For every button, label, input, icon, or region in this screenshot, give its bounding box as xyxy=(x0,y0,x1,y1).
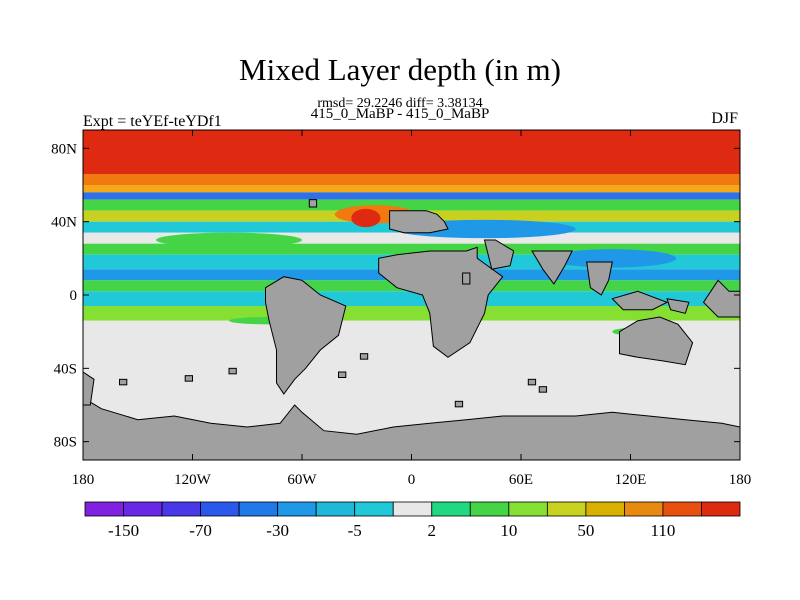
land-south-america xyxy=(265,276,347,395)
colorbar-swatch xyxy=(508,501,548,517)
y-tick-label: 80N xyxy=(51,141,77,157)
colorbar-label: 2 xyxy=(428,521,437,540)
experiment-label: Expt = teYEf-teYDf1 xyxy=(83,113,222,130)
x-tick-label: 180 xyxy=(729,472,752,488)
y-tick-label: 40S xyxy=(54,361,77,377)
field-band xyxy=(83,130,740,174)
land-australia xyxy=(619,316,694,366)
colorbar-swatch xyxy=(315,501,356,517)
colorbar-label: 110 xyxy=(651,521,676,540)
field-band xyxy=(83,306,740,321)
land-southeast-asia xyxy=(586,261,613,296)
colorbar-label: 10 xyxy=(500,521,517,540)
colorbar-swatch xyxy=(200,501,240,517)
land-island xyxy=(538,386,548,393)
colorbar-swatch xyxy=(701,501,741,517)
land-island xyxy=(119,378,128,386)
axis-ticks: 80N 40N 0 40S 80S 180 120W 60W 0 60E 120E 180 xyxy=(51,130,751,488)
colorbar-swatch xyxy=(238,501,279,517)
x-tick-label: 120E xyxy=(615,472,647,488)
field-band xyxy=(83,291,740,306)
land-island xyxy=(454,400,464,408)
land-mask xyxy=(83,199,740,460)
colorbar-swatch xyxy=(431,501,471,517)
land-africa xyxy=(378,246,504,358)
colorbar-swatch xyxy=(123,501,163,517)
y-tick-label: 40N xyxy=(51,215,77,231)
land-island xyxy=(338,371,347,378)
colorbar: -150 -70 -30 -5 2 10 50 110 xyxy=(84,501,741,540)
colorbar-swatch xyxy=(662,501,702,517)
colorbar-swatch xyxy=(585,501,625,517)
land-island xyxy=(462,272,471,285)
land-island xyxy=(359,353,369,360)
colorbar-swatch xyxy=(392,501,433,517)
stats-line: rmsd= 29.2246 diff= 3.38134 xyxy=(317,96,483,111)
land-arabia xyxy=(483,239,515,270)
experiment-comparison: 415_0_MaBP - 415_0_MaBP xyxy=(310,106,490,122)
land-east-asia xyxy=(702,279,740,318)
field-band xyxy=(83,192,740,200)
land-island xyxy=(527,378,537,386)
y-tick-label: 0 xyxy=(70,288,78,304)
y-tick-label: 80S xyxy=(54,435,77,451)
field-patch xyxy=(351,208,381,228)
colorbar-swatch xyxy=(354,501,394,517)
colorbar-label: -150 xyxy=(108,521,139,540)
colorbar-label: -5 xyxy=(348,521,362,540)
colorbar-swatch xyxy=(469,501,510,517)
field-band xyxy=(83,243,740,255)
land-island xyxy=(228,367,237,375)
land-maritime-continent xyxy=(611,290,669,311)
map-title: Mixed Layer depth (in m) xyxy=(239,52,561,87)
land-island xyxy=(308,199,318,208)
field-band xyxy=(83,185,740,193)
land-india xyxy=(531,250,573,285)
land-north-africa-europe xyxy=(389,210,449,234)
colorbar-swatch xyxy=(546,501,587,517)
land-greenland-west xyxy=(83,371,95,406)
colorbar-label: -70 xyxy=(189,521,212,540)
land-island xyxy=(184,375,193,382)
colorbar-label: 50 xyxy=(577,521,594,540)
season-label: DJF xyxy=(711,110,738,127)
x-tick-label: 120W xyxy=(174,472,212,488)
field-band xyxy=(83,199,740,211)
field-patch xyxy=(548,249,677,268)
x-tick-label: 0 xyxy=(408,472,416,488)
colorbar-swatch xyxy=(84,501,124,517)
land-antarctica xyxy=(83,397,740,460)
colorbar-swatch xyxy=(624,501,664,517)
field-band xyxy=(83,232,740,244)
x-tick-label: 60W xyxy=(287,472,317,488)
colorbar-swatch xyxy=(277,501,317,517)
land-papua xyxy=(666,298,690,314)
colorbar-label: -30 xyxy=(266,521,289,540)
colorbar-swatch xyxy=(161,501,201,517)
field-patch xyxy=(156,232,302,248)
x-tick-label: 60E xyxy=(509,472,533,488)
field-band xyxy=(83,174,740,185)
x-tick-label: 180 xyxy=(72,472,95,488)
